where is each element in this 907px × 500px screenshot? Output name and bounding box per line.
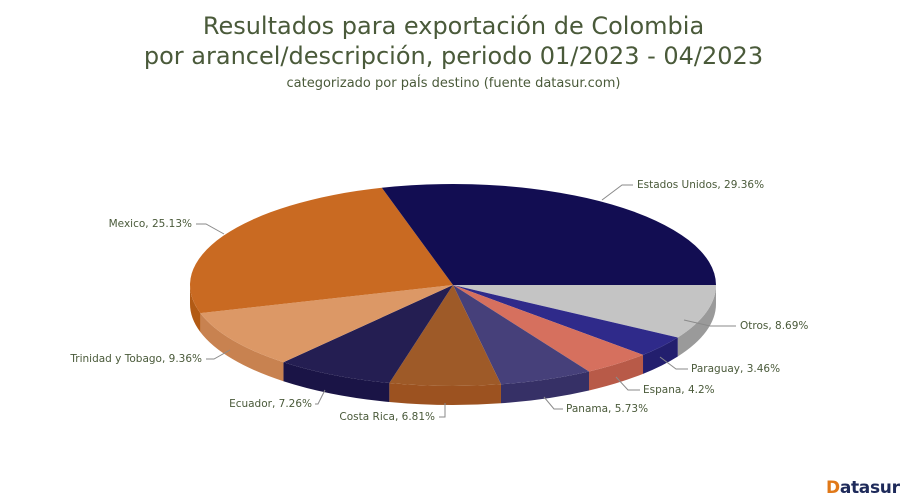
slice-label: Espana, 4.2% — [643, 384, 715, 396]
label-connector — [439, 403, 446, 418]
slice-side — [389, 382, 501, 405]
label-connector — [659, 356, 688, 370]
slice-side — [190, 285, 201, 333]
label-connector — [196, 223, 225, 235]
slice-side — [283, 362, 390, 402]
pie-sides — [190, 285, 716, 405]
slice-side — [589, 354, 644, 391]
label-connector — [543, 396, 563, 410]
slice-side — [643, 337, 678, 374]
slice-label: Paraguay, 3.46% — [691, 363, 780, 375]
slice-estados-unidos[interactable] — [381, 184, 716, 285]
slice-label: Panama, 5.73% — [566, 403, 648, 415]
slice-side — [677, 285, 716, 357]
slice-ecuador[interactable] — [283, 285, 453, 383]
slice-trinidad-y-tobago[interactable] — [200, 285, 453, 363]
pie-slices — [189, 184, 716, 387]
slice-label: Estados Unidos, 29.36% — [637, 179, 764, 191]
datasur-logo: Datasur — [826, 478, 900, 498]
chart-title-line-1: Resultados para exportación de Colombia — [202, 12, 705, 40]
pie-labels: Otros, 8.69% Paraguay, 3.46% Espana, 4.2% P… — [69, 179, 808, 423]
slice-label: Ecuador, 7.26% — [229, 398, 312, 410]
slice-side — [500, 371, 590, 404]
slice-side — [200, 313, 284, 382]
slice-label: Otros, 8.69% — [740, 320, 808, 332]
slice-paraguay[interactable] — [453, 285, 678, 355]
slice-mexico[interactable] — [189, 187, 453, 314]
slice-espana[interactable] — [453, 285, 644, 372]
slice-label: Costa Rica, 6.81% — [339, 411, 435, 423]
label-connector — [615, 376, 640, 391]
chart-title-line-2: por arancel/descripción, periodo 01/2023… — [143, 42, 764, 70]
label-connector — [601, 184, 633, 201]
label-connector — [683, 319, 736, 327]
label-connector — [206, 349, 231, 360]
label-connector — [315, 389, 326, 405]
slice-costa-rica[interactable] — [389, 285, 501, 387]
chart-subtitle: categorizado por paÍs destino (fuente da… — [286, 76, 621, 91]
slice-label: Trinidad y Tobago, 9.36% — [69, 353, 202, 365]
slice-otros[interactable] — [453, 285, 716, 338]
slice-label: Mexico, 25.13% — [109, 218, 192, 230]
slice-panama[interactable] — [453, 285, 590, 385]
